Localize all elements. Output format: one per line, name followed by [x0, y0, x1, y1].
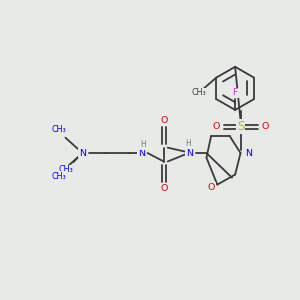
Text: S: S	[237, 120, 244, 134]
Text: O: O	[207, 183, 215, 192]
Text: N: N	[79, 148, 86, 158]
Text: O: O	[262, 122, 269, 131]
Text: O: O	[160, 184, 167, 193]
Text: H: H	[185, 139, 191, 148]
Text: N: N	[186, 148, 193, 158]
Text: CH₃: CH₃	[192, 88, 207, 98]
Text: CH₃: CH₃	[58, 166, 73, 175]
Text: O: O	[212, 122, 219, 131]
Text: O: O	[160, 116, 167, 125]
Text: H: H	[140, 140, 146, 149]
Text: N: N	[138, 148, 145, 158]
Text: F: F	[232, 88, 238, 98]
Text: CH₃: CH₃	[52, 125, 67, 134]
Text: CH₃: CH₃	[52, 172, 67, 181]
Text: N: N	[245, 148, 252, 158]
